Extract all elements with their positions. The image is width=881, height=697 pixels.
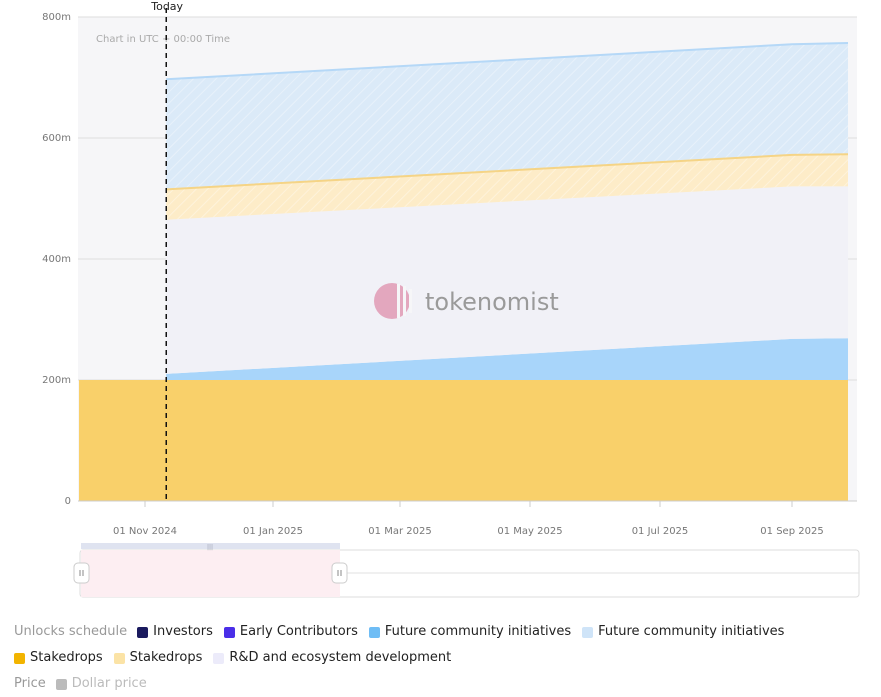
legend-item-1[interactable]: Early Contributors [223,619,358,645]
legend-swatch [368,626,380,638]
legend-title: Unlocks schedule [14,624,128,639]
y-tick-label: 400m [42,254,71,265]
area-2 [166,186,848,374]
area-1 [166,338,848,380]
legend-label: Future community initiatives [598,624,785,639]
area-0 [79,380,848,501]
legend: Unlocks schedule Investors Early Contribu… [14,619,874,697]
legend-item-dollar-price[interactable]: Dollar price [55,671,147,697]
legend-item-6[interactable]: R&D and ecosystem development [213,645,451,671]
legend-label: Future community initiatives [384,624,572,639]
legend-swatch [137,626,149,638]
x-tick-label: 01 Jan 2025 [243,526,303,537]
x-tick-label: 01 Nov 2024 [113,526,177,537]
legend-label: Early Contributors [239,624,358,639]
price-title: Price [14,676,46,691]
legend-item-5[interactable]: Stakedrops [113,645,203,671]
y-tick-label: 200m [42,375,71,386]
legend-item-2[interactable]: Future community initiatives [368,619,572,645]
legend-label: R&D and ecosystem development [229,650,452,665]
price-legend: Price Dollar price [14,671,874,697]
series-line-4 [166,42,849,81]
legend-label: Dollar price [71,676,147,691]
legend-swatch [213,652,225,664]
x-axis-ticks: 01 Nov 2024 01 Jan 2025 01 Mar 2025 01 May … [78,500,857,537]
dollar-price-swatch [55,678,67,690]
navigator-right-handle[interactable] [331,562,348,584]
x-tick-label: 01 Mar 2025 [368,526,431,537]
unlocks-legend: Unlocks schedule Investors Early Contribu… [14,619,874,671]
legend-label: Stakedrops [129,650,203,665]
series-areas [79,43,848,501]
x-tick-label: 01 Sep 2025 [760,526,823,537]
range-navigator[interactable]: ||| [73,543,860,598]
legend-swatch [582,626,594,638]
navigator-selection[interactable] [81,550,340,597]
x-tick-label: 01 May 2025 [497,526,562,537]
series-line-3 [166,153,849,191]
today-marker: Today [150,0,184,501]
legend-label: Stakedrops [30,650,103,665]
today-label: Today [150,0,183,13]
legend-swatch [113,652,125,664]
watermark-text: tokenomist [425,288,559,316]
area-hatch-4 [166,43,848,190]
legend-swatch [223,626,235,638]
y-tick-label: 0 [65,496,71,507]
navigator-grip-icon: ||| [207,544,213,551]
legend-item-0[interactable]: Investors [137,619,213,645]
legend-item-3[interactable]: Future community initiatives [582,619,784,645]
series-lines [166,42,849,191]
x-tick-label: 01 Jul 2025 [632,526,689,537]
timezone-note: Chart in UTC + 00:00 Time [96,34,230,45]
legend-label: Investors [153,624,213,639]
y-axis-ticks: 800m 600m 400m 200m 0 [42,12,71,507]
legend-item-4[interactable]: Stakedrops [14,645,103,671]
navigator-scroll-bar[interactable] [81,543,340,549]
watermark: tokenomist [374,283,559,319]
navigator-left-handle[interactable] [73,562,90,584]
tokenomist-logo-icon [374,283,412,319]
unlock-chart: tokenomist Chart in UTC + 00:00 Time Tod… [42,0,860,598]
y-tick-label: 600m [42,133,71,144]
area-hatch-3 [166,154,848,220]
y-tick-label: 800m [42,12,71,23]
legend-swatch [14,652,25,664]
